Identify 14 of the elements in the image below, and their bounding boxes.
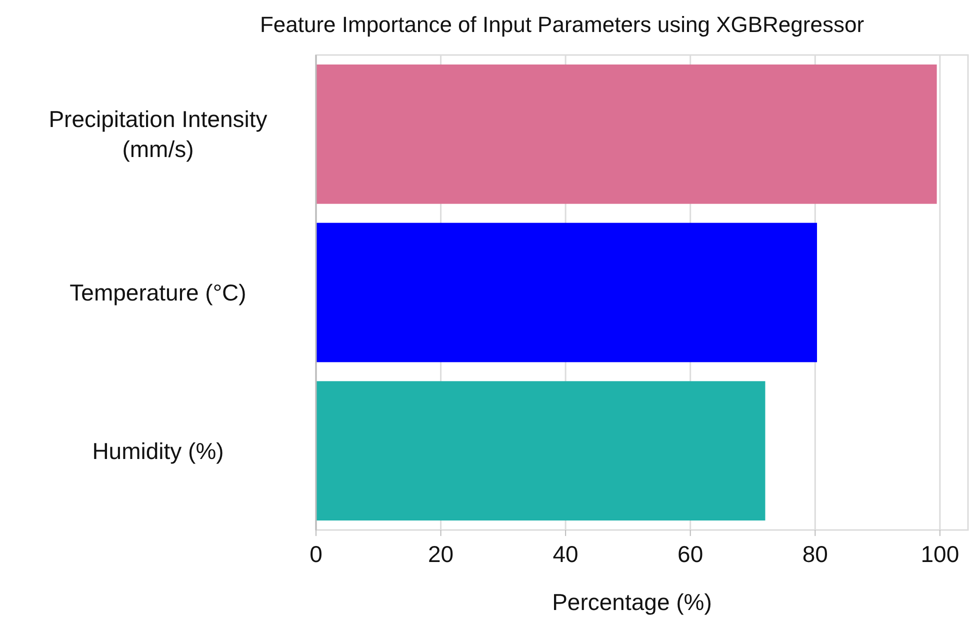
y-tick-label: Precipitation Intensity (mm/s) bbox=[48, 106, 268, 162]
bar bbox=[316, 222, 818, 362]
x-tick-label: 80 bbox=[802, 541, 828, 567]
x-tick-label: 0 bbox=[310, 541, 322, 567]
y-tick-label: Temperature (°C) bbox=[70, 280, 246, 306]
x-tick-label: 40 bbox=[552, 541, 578, 567]
bar bbox=[316, 64, 937, 204]
x-tick-label: 60 bbox=[678, 541, 704, 567]
bar bbox=[316, 381, 766, 520]
x-tick-label: 20 bbox=[428, 541, 454, 567]
x-axis-title: Percentage (%) bbox=[552, 589, 712, 615]
x-tick-label: 100 bbox=[920, 541, 960, 567]
chart-title: Feature Importance of Input Parameters using XGBRegressor bbox=[260, 12, 864, 37]
y-tick-label: Humidity (%) bbox=[92, 438, 224, 464]
